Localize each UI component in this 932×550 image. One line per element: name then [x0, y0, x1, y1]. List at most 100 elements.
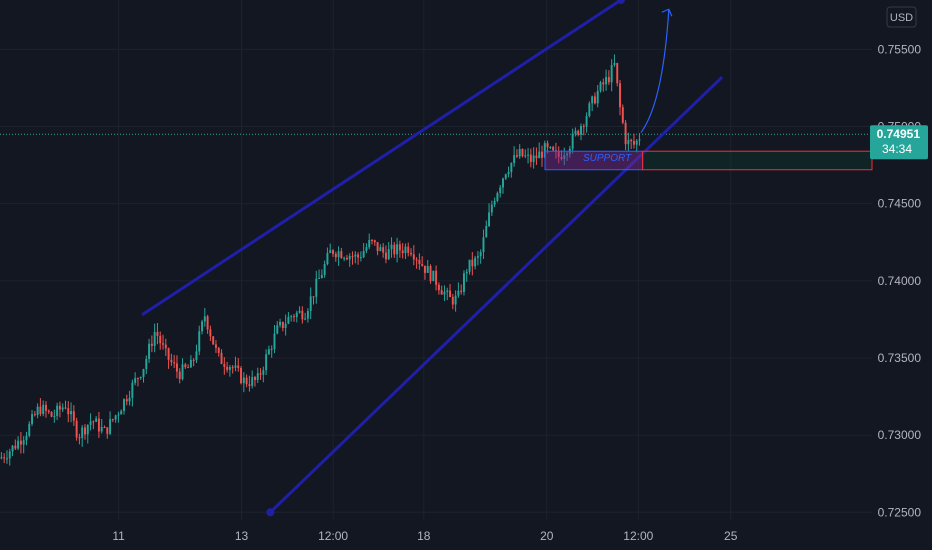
candle-body — [387, 249, 390, 260]
candle-body — [201, 321, 204, 332]
candle-body — [502, 178, 504, 188]
candle-body — [632, 141, 635, 145]
candle-body — [602, 82, 605, 85]
candle-body — [490, 204, 493, 213]
candle-body — [28, 423, 31, 436]
x-tick-label: 20 — [540, 529, 554, 543]
candle-body — [376, 242, 379, 252]
candle-body — [451, 297, 454, 305]
y-tick-label: 0.73500 — [878, 351, 922, 365]
candle-body — [566, 153, 569, 156]
y-tick-label: 0.72500 — [878, 505, 922, 519]
candle-body — [103, 427, 106, 429]
candle-body — [443, 291, 446, 295]
candle-body — [231, 367, 234, 369]
y-axis[interactable]: 0.725000.730000.735000.740000.745000.750… — [870, 42, 928, 519]
candle-body — [474, 257, 477, 267]
candle-body — [323, 264, 326, 276]
candle-body — [465, 271, 468, 274]
x-axis[interactable]: 11 13 12:00 18 20 12:00 25 — [112, 529, 737, 543]
candle-body — [123, 399, 125, 411]
channel-handle[interactable] — [266, 508, 275, 517]
candle-body — [81, 427, 84, 438]
candle-body — [189, 359, 192, 368]
candle-body — [312, 296, 315, 298]
candle-body — [131, 382, 134, 398]
candle-body — [72, 411, 75, 421]
candle-body — [293, 316, 295, 318]
candle-body — [237, 365, 240, 368]
currency-badge-box[interactable] — [886, 6, 917, 28]
channel-lower-line[interactable] — [269, 76, 724, 514]
candle-body — [599, 82, 602, 91]
candle-body — [588, 103, 591, 117]
channel-handle[interactable] — [616, 0, 625, 4]
candle-body — [47, 410, 50, 412]
candle-body — [33, 414, 36, 416]
candle-body — [111, 419, 114, 421]
candle-body — [42, 404, 45, 415]
candle-body — [549, 147, 552, 149]
candle-body — [359, 257, 362, 259]
candle-body — [184, 364, 187, 368]
candle-body — [22, 440, 25, 445]
candle-body — [226, 366, 229, 370]
candle-body — [524, 155, 527, 157]
candle-body — [262, 370, 265, 375]
currency-badge[interactable]: USD — [886, 6, 917, 28]
candle-body — [284, 323, 287, 328]
candle-body — [67, 408, 70, 415]
candle-body — [580, 125, 582, 135]
candle-body — [209, 329, 212, 337]
candle-body — [610, 65, 613, 83]
candle-body — [627, 139, 630, 145]
candle-body — [109, 419, 112, 434]
candle-body — [120, 410, 123, 415]
candle-body — [139, 377, 142, 379]
candle-body — [454, 295, 457, 305]
candle-body — [89, 421, 92, 425]
candle-body — [240, 367, 243, 384]
candle-body — [574, 130, 577, 134]
candle-body — [61, 407, 64, 410]
candle-body — [532, 155, 535, 162]
candle-body — [56, 405, 59, 416]
last-price-value: 0.74951 — [877, 127, 921, 141]
candle-body — [485, 226, 488, 238]
candle-body — [14, 445, 17, 449]
candle-body — [418, 259, 421, 265]
candle-body — [635, 140, 638, 145]
candle-body — [449, 290, 452, 298]
candle-body — [538, 151, 541, 159]
candle-body — [253, 377, 256, 380]
candle-body — [535, 155, 538, 159]
candle-body — [404, 246, 407, 254]
candle-body — [510, 163, 513, 173]
candle-body — [301, 310, 304, 320]
last-price-tag[interactable] — [870, 125, 928, 160]
candle-body — [53, 415, 56, 417]
candle-body — [304, 318, 307, 320]
candle-body — [468, 259, 471, 272]
projection-arrow[interactable] — [640, 9, 670, 134]
candle-body — [396, 244, 399, 255]
candle-body — [315, 278, 318, 297]
candle-body — [320, 275, 323, 279]
candle-body — [181, 364, 184, 380]
candle-body — [64, 407, 67, 409]
candle-body — [432, 270, 435, 282]
candle-body — [357, 254, 360, 258]
candle-body — [529, 154, 532, 162]
candle-body — [437, 284, 440, 291]
candle-body — [479, 252, 482, 257]
candle-body — [593, 96, 596, 104]
candle-body — [220, 352, 223, 364]
support-label: SUPPORT — [583, 153, 632, 164]
candle-body — [482, 237, 485, 253]
candle-body — [513, 155, 516, 164]
candle-body — [159, 336, 162, 344]
target-box[interactable] — [642, 150, 873, 171]
candle-body — [543, 143, 546, 158]
channel-upper-line[interactable] — [141, 0, 622, 317]
